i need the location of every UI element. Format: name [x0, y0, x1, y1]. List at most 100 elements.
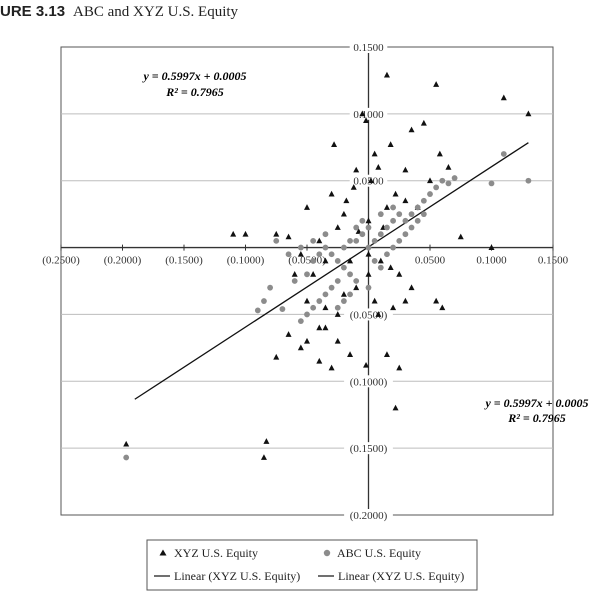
- abc-point-54: [390, 244, 396, 251]
- xyz-point-15: [445, 164, 452, 170]
- y-tick-label-bg-1: [349, 107, 388, 120]
- abc-point-38: [353, 224, 360, 231]
- xyz-point-4: [433, 81, 440, 87]
- xyz-point-53: [365, 271, 372, 277]
- xyz-point-73: [375, 311, 382, 317]
- annotation-r2-top: R² = 0.7965: [165, 85, 223, 99]
- xyz-point-17: [402, 166, 409, 173]
- xyz-point-2: [260, 454, 267, 460]
- abc-point-49: [341, 298, 347, 304]
- legend: XYZ U.S. Equity ABC U.S. Equity Linear (…: [146, 539, 478, 591]
- xyz-point-59: [285, 331, 292, 337]
- x-tick-label-1: (0.2000): [104, 255, 142, 267]
- legend-label-xyz: XYZ U.S. Equity: [174, 546, 258, 560]
- x-tick-label-6: 0.1000: [476, 255, 507, 267]
- xyz-point-3: [383, 71, 390, 78]
- xyz-point-46: [408, 284, 415, 291]
- xyz-point-72: [328, 364, 335, 371]
- abc-point-39: [347, 271, 353, 278]
- xyz-point-41: [347, 257, 354, 264]
- xyz-point-5: [500, 94, 507, 101]
- xyz-point-68: [396, 364, 403, 371]
- xyz-point-39: [310, 271, 317, 277]
- abc-point-64: [322, 231, 329, 238]
- xyz-point-20: [350, 184, 357, 190]
- abc-point-33: [525, 177, 532, 184]
- xyz-point-37: [316, 237, 323, 244]
- xyz-point-61: [304, 337, 310, 344]
- tick-labels: (0.2500) (0.2000) (0.1500) (0.1000) (0.0500)…: [42, 41, 569, 522]
- abc-point-34: [390, 204, 396, 211]
- abc-point-7: [310, 258, 317, 264]
- abc-point-45: [310, 304, 317, 311]
- xyz-point-33: [340, 210, 347, 217]
- abc-point-51: [371, 258, 378, 264]
- abc-point-3: [261, 298, 267, 304]
- xyz-point-47: [291, 271, 298, 277]
- annotation-right: y = 0.5997x + 0.0005 R² = 0.7965: [483, 396, 588, 425]
- xyz-point-74: [365, 217, 372, 224]
- y-tick-label-6: (0.2000): [350, 510, 388, 522]
- abc-point-47: [297, 318, 304, 325]
- grid-lines: [61, 113, 553, 449]
- xyz-point-48: [304, 297, 310, 304]
- annotation-equation-top: y = 0.5997x + 0.0005: [141, 69, 246, 83]
- abc-point-11: [334, 258, 341, 264]
- xyz-point-11: [387, 141, 394, 148]
- abc-point-4: [267, 284, 273, 291]
- annotation-equation-right: y = 0.5997x + 0.0005: [483, 396, 588, 410]
- x-tick-label-0: (0.2500): [42, 255, 80, 267]
- xyz-point-69: [392, 404, 399, 411]
- xyz-point-43: [377, 257, 384, 264]
- abc-point-46: [304, 311, 310, 318]
- xyz-point-36: [488, 244, 495, 250]
- xyz-point-63: [322, 324, 329, 331]
- abc-point-20: [390, 217, 396, 224]
- abc-point-27: [433, 184, 440, 191]
- abc-point-1: [254, 307, 261, 314]
- y-tick-label-3: (0.0500): [350, 309, 388, 321]
- abc-point-32: [500, 151, 507, 157]
- y-tick-label-bg-0: [349, 41, 388, 53]
- y-tick-label-1: 0.1000: [353, 109, 384, 121]
- xyz-point-38: [297, 250, 304, 257]
- abc-point-41: [334, 278, 341, 284]
- xyz-point-35: [457, 233, 464, 240]
- legend-label-linear-1: Linear (XYZ U.S. Equity): [174, 569, 300, 583]
- xyz-point-28: [343, 197, 350, 204]
- xyz-point-62: [316, 324, 323, 331]
- trendline: [134, 142, 529, 400]
- xyz-point-57: [433, 297, 440, 304]
- abc-point-48: [334, 304, 341, 311]
- xyz-point-58: [439, 304, 446, 311]
- xyz-point-9: [331, 141, 338, 148]
- xyz-point-8: [363, 117, 370, 123]
- xyz-point-25: [242, 230, 249, 237]
- xyz-point-13: [420, 119, 427, 126]
- data-points: [123, 71, 532, 461]
- xyz-point-65: [347, 351, 354, 357]
- y-tick-label-bg-5: [344, 442, 393, 455]
- y-tick-label-0: 0.1500: [353, 42, 384, 54]
- abc-point-58: [414, 217, 421, 224]
- abc-point-9: [322, 244, 329, 251]
- xyz-point-71: [316, 357, 323, 364]
- xyz-point-1: [263, 438, 270, 444]
- legend-label-linear-2: Linear (XYZ U.S. Equity): [338, 569, 464, 583]
- xyz-point-18: [375, 164, 382, 170]
- abc-point-36: [365, 224, 372, 231]
- y-tick-label-bg-2: [349, 174, 388, 187]
- abc-point-19: [384, 224, 390, 231]
- xyz-point-26: [230, 230, 237, 237]
- abc-point-0: [123, 454, 130, 461]
- abc-point-17: [371, 237, 378, 244]
- abc-point-25: [420, 197, 427, 204]
- abc-point-59: [420, 211, 427, 218]
- abc-point-22: [402, 217, 409, 224]
- xyz-point-55: [390, 304, 397, 311]
- abc-point-44: [316, 298, 323, 304]
- xyz-point-54: [371, 297, 378, 304]
- xyz-point-14: [436, 150, 443, 157]
- y-tick-label-bg-3: [344, 308, 393, 321]
